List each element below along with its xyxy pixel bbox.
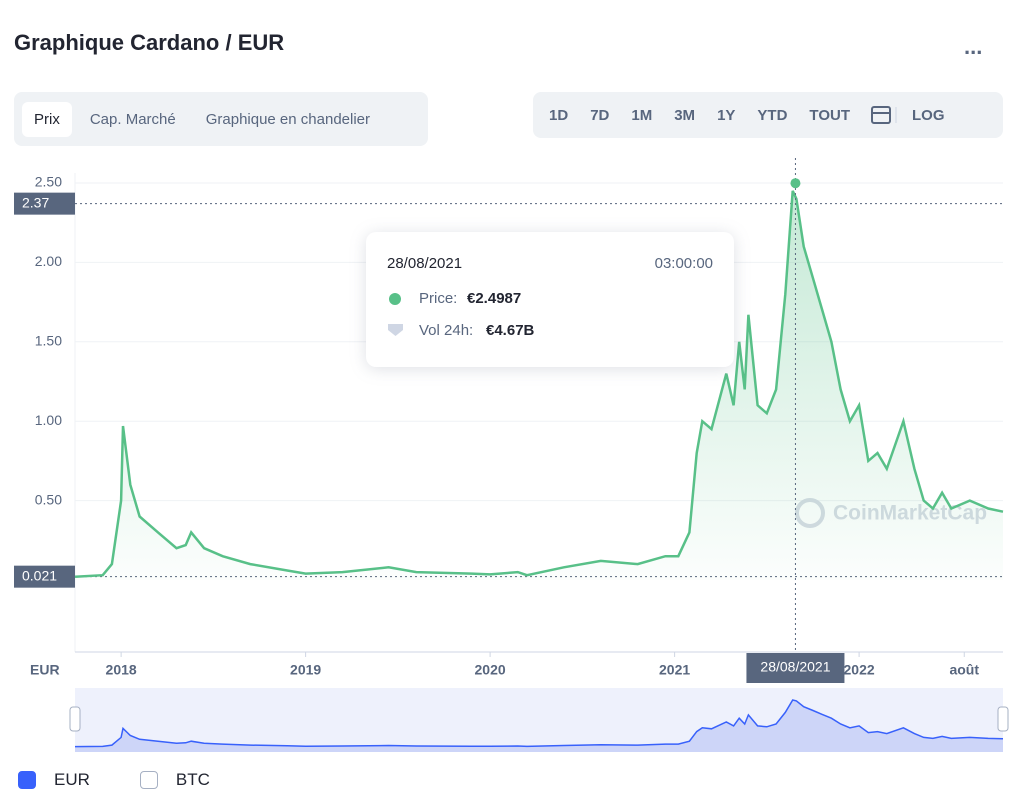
- legend-label: EUR: [54, 770, 90, 789]
- navigator-handle[interactable]: [997, 706, 1009, 732]
- date-badge-label: 28/08/2021: [760, 659, 830, 675]
- calendar-icon[interactable]: [862, 103, 902, 127]
- tooltip-date: 28/08/2021: [387, 255, 462, 272]
- tooltip-price: €2.4987: [467, 290, 521, 307]
- ranges: 1D 7D 1M 3M 1Y YTD TOUT LOG: [533, 92, 1003, 138]
- marker-box: [14, 192, 75, 215]
- range[interactable]: 7D: [590, 106, 610, 124]
- x-tick-label: 2019: [290, 662, 321, 678]
- x-tick-label: 2018: [106, 662, 137, 678]
- area: [75, 190, 1003, 580]
- tab[interactable]: Graphique en chandelier: [205, 110, 371, 128]
- tooltip-vol: €4.67B: [486, 322, 535, 339]
- range[interactable]: LOG: [911, 106, 945, 124]
- tooltip-time: 03:00:00: [655, 255, 713, 272]
- x-tick-label: 2021: [659, 662, 690, 678]
- tab[interactable]: Prix: [22, 101, 72, 137]
- tooltip-price-name: Price:: [419, 290, 457, 307]
- legend-label: BTC: [175, 770, 210, 789]
- tooltip-bullet: [389, 293, 401, 305]
- marker-label: 0.021: [22, 567, 57, 583]
- y-tick-label: 1.50: [35, 333, 62, 349]
- marker-box: [14, 565, 75, 588]
- range[interactable]: 1M: [631, 106, 653, 124]
- checkbox[interactable]: [139, 771, 158, 789]
- line: [74, 190, 1004, 579]
- navigator-handle[interactable]: [69, 706, 81, 732]
- y-tick-label: 2.50: [35, 174, 62, 190]
- y-tick-label: 0.50: [35, 491, 62, 507]
- tooltip-dot: [790, 178, 801, 189]
- marker-label: 2.37: [22, 194, 49, 210]
- navigator-line: [74, 699, 1004, 748]
- tooltip-vol-name: Vol 24h:: [419, 322, 473, 339]
- tooltip-vol-icon: [388, 324, 403, 336]
- y-tick-label: 2.00: [35, 253, 62, 269]
- navigator-area: [75, 700, 1003, 752]
- axis-label: EUR: [30, 662, 60, 678]
- range[interactable]: 3M: [674, 106, 696, 124]
- chart: 0.501.001.502.002.5020182018201920192020…: [14, 158, 1009, 752]
- tab[interactable]: Cap. Marché: [89, 110, 176, 128]
- range[interactable]: 1D: [549, 106, 569, 124]
- x-tick-label: 2020: [475, 662, 506, 678]
- menu[interactable]: ...: [964, 34, 983, 59]
- range[interactable]: TOUT: [809, 106, 850, 124]
- date-badge: [746, 653, 845, 683]
- tooltip-box: [366, 232, 734, 367]
- y-tick-label: 1.00: [35, 412, 62, 428]
- x-tick-label: 2022: [844, 662, 875, 678]
- tabs: Prix Cap. Marché Graphique en chandelier: [14, 92, 428, 146]
- range[interactable]: 1Y: [717, 106, 736, 124]
- range[interactable]: YTD: [757, 106, 788, 124]
- x-tick-label: août: [949, 662, 979, 678]
- checkbox[interactable]: [18, 771, 36, 789]
- title: Graphique Cardano / EUR: [14, 30, 285, 55]
- legend: EUR BTC: [18, 770, 210, 790]
